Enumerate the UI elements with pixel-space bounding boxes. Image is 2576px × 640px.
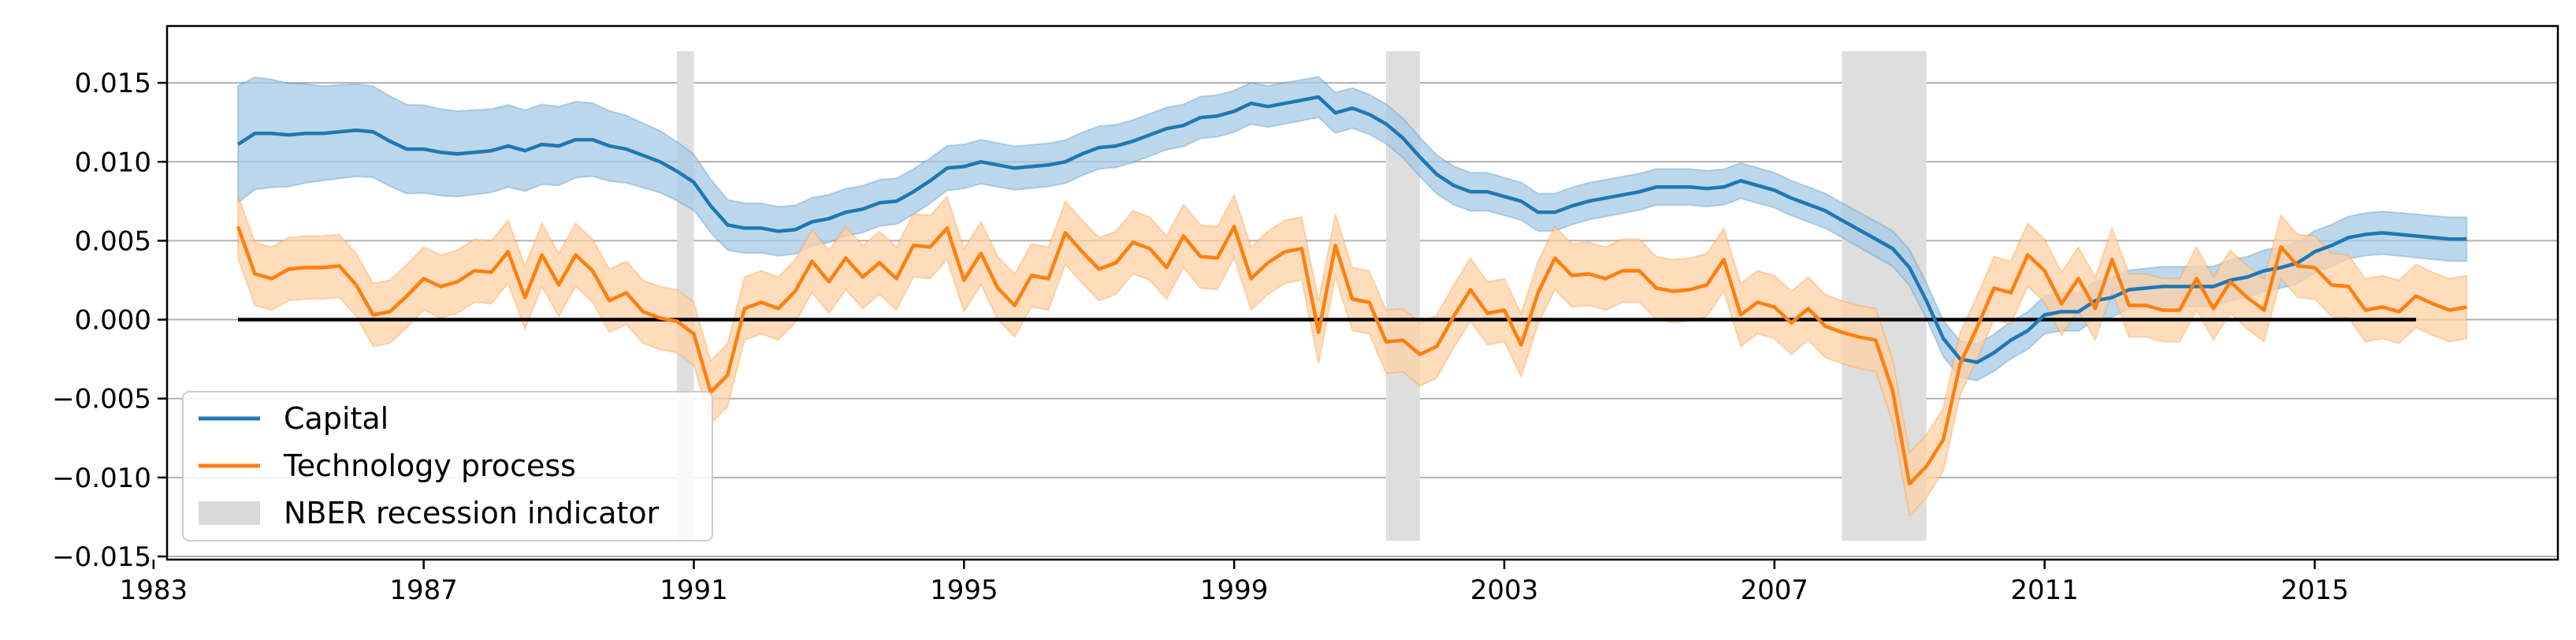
legend-label: NBER recession indicator: [284, 496, 660, 530]
y-tick-label: 0.005: [75, 225, 151, 257]
series-1-confidence-band: [237, 192, 2468, 517]
plot-frame: [165, 24, 2559, 561]
y-tick-label: −0.005: [52, 384, 151, 415]
x-tick-label: 1983: [120, 575, 188, 606]
x-tick-label: 1999: [1200, 575, 1269, 606]
y-tick-label: 0.015: [75, 68, 151, 99]
x-tick-label: 2007: [1741, 575, 1809, 606]
x-tick-label: 2003: [1470, 575, 1539, 606]
legend-label: Capital: [284, 401, 388, 436]
legend-box: [182, 391, 713, 541]
y-tick-label: −0.010: [52, 463, 151, 494]
legend-label: Technology process: [283, 448, 576, 483]
y-tick-label: 0.000: [75, 305, 151, 337]
legend-swatch-patch: [199, 501, 260, 525]
x-tick-label: 2015: [2280, 575, 2349, 606]
y-tick-label: −0.015: [52, 541, 151, 573]
legend: Capital Technology process NBER recession …: [182, 391, 713, 541]
series-lines: [236, 95, 2467, 486]
x-tick-label: 1987: [389, 575, 458, 606]
x-tick-label: 1991: [660, 575, 728, 606]
confidence-bands: [237, 76, 2468, 517]
series-0-confidence-band: [237, 76, 2468, 382]
tick-labels: 0.0150.0100.0050.000−0.005−0.010−0.01519…: [52, 68, 2349, 606]
x-tick-label: 1995: [930, 575, 998, 606]
x-tick-label: 2011: [2010, 575, 2079, 606]
y-tick-label: 0.010: [75, 147, 151, 178]
axes: [152, 24, 2559, 569]
